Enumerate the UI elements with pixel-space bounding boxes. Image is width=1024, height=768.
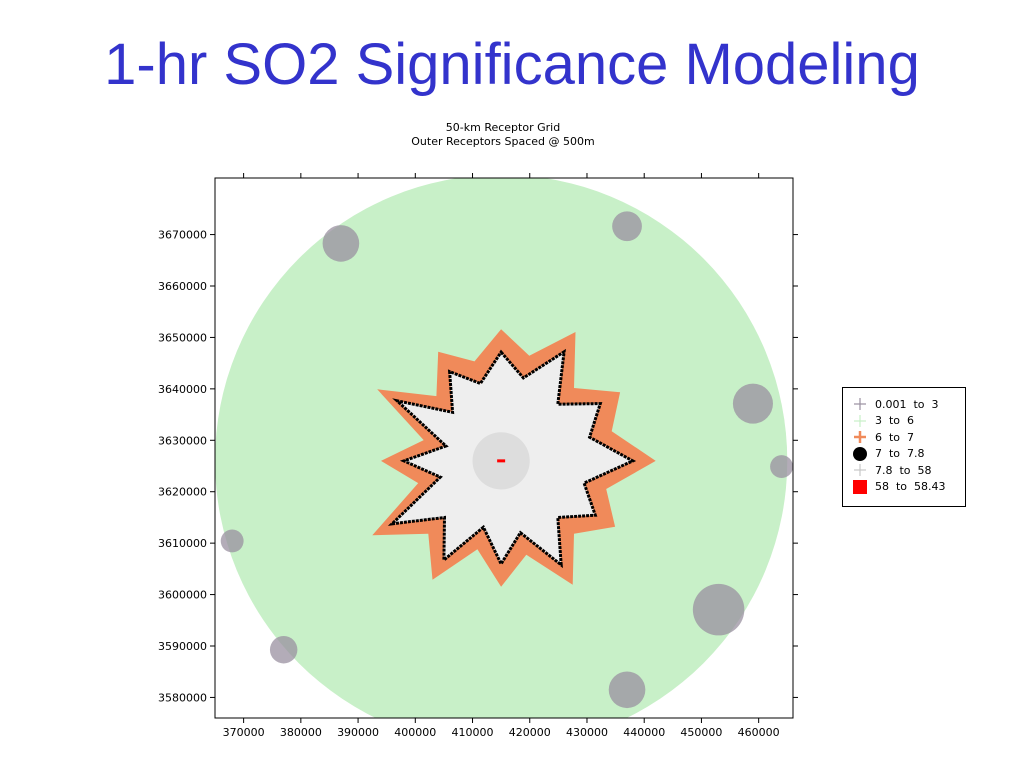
y-tick-label: 3640000 [158, 383, 207, 396]
max-receptor [497, 459, 506, 463]
receptor-patch-0-3 [608, 671, 646, 709]
plus-marker-icon [851, 429, 869, 445]
x-tick-label: 390000 [337, 726, 379, 739]
y-tick-label: 3660000 [158, 280, 207, 293]
legend-label: 3 to 6 [875, 414, 915, 427]
plot-area [215, 178, 793, 718]
legend-item: 7 to 7.8 [851, 446, 925, 462]
x-tick-label: 400000 [394, 726, 436, 739]
plot-frame [214, 177, 794, 719]
y-tick-label: 3600000 [158, 589, 207, 602]
x-tick-label: 380000 [280, 726, 322, 739]
plus-marker-icon [851, 396, 869, 412]
x-tick-label: 460000 [738, 726, 780, 739]
x-tick-label: 370000 [223, 726, 265, 739]
x-tick-label: 430000 [566, 726, 608, 739]
legend-label: 0.001 to 3 [875, 397, 939, 411]
legend-item: 6 to 7 [851, 429, 914, 445]
y-tick-label: 3670000 [158, 229, 207, 242]
y-tick-label: 3610000 [158, 537, 207, 550]
legend-label: 7 to 7.8 [875, 447, 925, 460]
x-tick-label: 410000 [452, 726, 494, 739]
y-axis: 3670000 3660000 3650000 3640000 3630000 36200… [158, 229, 798, 704]
y-tick-label: 3650000 [158, 331, 207, 344]
y-tick-label: 3590000 [158, 640, 207, 653]
y-tick-label: 3630000 [158, 434, 207, 447]
circle-marker-icon [851, 446, 869, 462]
y-tick-label: 3580000 [158, 691, 207, 704]
chart-subtitle: Outer Receptors Spaced @ 500m [411, 135, 594, 148]
legend-label: 58 to 58.43 [875, 480, 946, 493]
receptor-patch-0-3 [612, 211, 642, 242]
legend-item: 3 to 6 [851, 413, 914, 429]
receptor-patch-0-3 [269, 635, 298, 664]
receptor-patch-0-3 [770, 455, 793, 479]
legend-label: 6 to 7 [875, 430, 915, 444]
legend-label: 7.8 to 58 [875, 463, 932, 477]
receptor-patch-0-3 [692, 583, 745, 636]
x-tick-label: 420000 [509, 726, 551, 739]
x-axis: 370000 380000 390000 400000 410000 420000 4300… [223, 173, 780, 739]
x-tick-label: 440000 [623, 726, 665, 739]
legend-item: 0.001 to 3 [851, 396, 939, 412]
receptor-patch-0-3 [220, 529, 244, 553]
x-tick-label: 450000 [680, 726, 722, 739]
receptor-patch-0-3 [322, 225, 360, 262]
legend: 0.001 to 3 3 to 6 6 to 7 7 to 7.8 7.8 to 58 5… [842, 387, 966, 507]
square-marker-icon [851, 479, 869, 495]
legend-item: 58 to 58.43 [851, 479, 946, 495]
plus-marker-icon [851, 413, 869, 429]
slide-title: 1-hr SO2 Significance Modeling [104, 32, 920, 97]
plus-marker-icon [851, 462, 869, 478]
y-tick-label: 3620000 [158, 486, 207, 499]
receptor-patch-0-3 [732, 383, 773, 424]
legend-item: 7.8 to 58 [851, 462, 932, 478]
chart-title: 50-km Receptor Grid [446, 121, 560, 134]
